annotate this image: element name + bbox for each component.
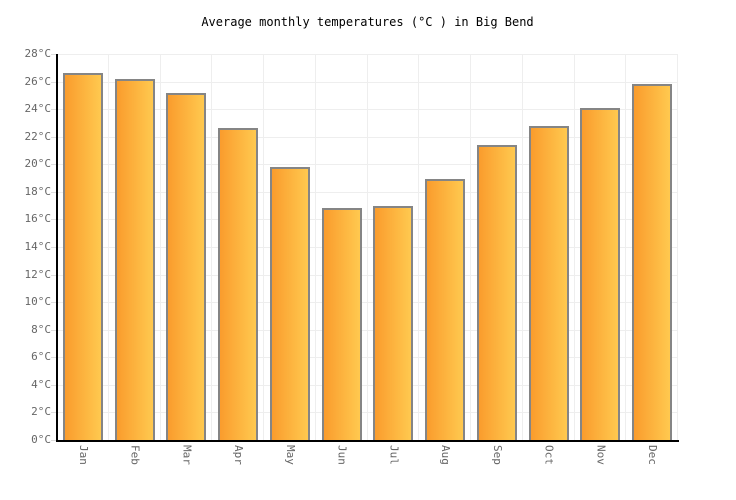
x-tick-label: Sep — [490, 445, 504, 465]
bar-may — [269, 167, 310, 440]
y-axis-line — [56, 54, 58, 442]
y-tick-mark — [51, 219, 56, 221]
gridline-horizontal — [57, 302, 678, 304]
y-tick-mark — [51, 54, 56, 55]
x-tick-label-wrap: Jun — [332, 445, 352, 465]
gridline-horizontal — [57, 274, 678, 276]
x-tick-label: Mar — [180, 445, 194, 465]
gridline-vertical — [107, 54, 109, 440]
y-tick-label: 22°C — [24, 129, 52, 143]
gridline-horizontal — [57, 357, 678, 359]
x-tick-label: Jul — [387, 445, 401, 465]
y-tick-mark — [51, 109, 56, 111]
x-tick-label-wrap: Dec — [642, 445, 662, 465]
gridline-horizontal — [57, 219, 678, 221]
x-tick-label-wrap: Aug — [435, 445, 455, 465]
y-tick-label: 4°C — [31, 377, 51, 391]
y-tick-mark — [51, 384, 56, 386]
gridline-vertical — [159, 54, 161, 440]
gridline-vertical — [573, 54, 575, 440]
gridline-horizontal — [57, 329, 678, 331]
chart-title: Average monthly temperatures (°C ) in Bi… — [201, 15, 534, 29]
bar-sep — [476, 144, 517, 440]
bar-nov — [580, 107, 621, 440]
gridline-horizontal — [57, 384, 678, 386]
x-tick-label-wrap: May — [280, 445, 300, 465]
x-tick-label: Jan — [76, 445, 90, 465]
gridline-horizontal — [57, 412, 678, 414]
y-tick-label: 2°C — [31, 405, 51, 419]
y-tick-label: 12°C — [24, 267, 52, 281]
x-tick-label-wrap: Jan — [73, 445, 93, 465]
y-tick-mark — [51, 81, 56, 83]
x-tick-label-wrap: Jul — [383, 445, 403, 465]
x-tick-label: Oct — [542, 445, 556, 465]
x-tick-label: May — [283, 445, 297, 465]
y-tick-label: 26°C — [24, 74, 52, 88]
y-tick-mark — [51, 357, 56, 359]
x-tick-label-wrap: Sep — [487, 445, 507, 465]
y-tick-mark — [51, 164, 56, 166]
gridline-horizontal — [57, 164, 678, 166]
x-tick-label: Aug — [439, 445, 453, 465]
y-tick-label: 8°C — [31, 322, 51, 336]
gridline-horizontal — [57, 247, 678, 248]
y-tick-mark — [51, 302, 56, 304]
bar-jan — [62, 73, 103, 440]
plot-area — [57, 54, 678, 440]
gridline-horizontal — [57, 191, 678, 193]
y-tick-label: 24°C — [24, 102, 52, 116]
bar-mar — [166, 92, 207, 440]
y-tick-label: 20°C — [24, 157, 52, 171]
bar-apr — [218, 128, 259, 440]
y-tick-label: 6°C — [31, 350, 51, 364]
y-tick-mark — [51, 247, 56, 248]
x-tick-label-wrap: Apr — [228, 445, 248, 465]
x-tick-label: Apr — [232, 445, 246, 465]
y-tick-label: 18°C — [24, 184, 52, 198]
bar-aug — [425, 179, 466, 440]
bar-dec — [632, 84, 673, 440]
gridline-horizontal — [57, 136, 678, 138]
y-tick-mark — [51, 329, 56, 331]
bar-feb — [114, 78, 155, 440]
gridline-horizontal — [57, 81, 678, 83]
x-tick-label: Feb — [128, 445, 142, 465]
gridline-vertical — [366, 54, 368, 440]
gridline-horizontal — [57, 54, 678, 55]
gridline-vertical — [263, 54, 264, 440]
x-tick-label-wrap: Feb — [125, 445, 145, 465]
bar-jul — [373, 205, 414, 440]
y-tick-mark — [51, 136, 56, 138]
x-tick-label: Nov — [594, 445, 608, 465]
x-tick-label: Dec — [646, 445, 660, 465]
gridline-vertical — [211, 54, 213, 440]
gridline-vertical — [521, 54, 523, 440]
gridline-vertical — [470, 54, 471, 440]
gridline-vertical — [677, 54, 678, 440]
y-tick-label: 10°C — [24, 295, 52, 309]
y-tick-mark — [51, 412, 56, 414]
y-tick-mark — [51, 274, 56, 276]
bar-oct — [528, 125, 569, 440]
x-tick-label-wrap: Nov — [590, 445, 610, 465]
x-axis-line — [56, 440, 679, 442]
bar-jun — [321, 208, 362, 440]
x-tick-label-wrap: Oct — [539, 445, 559, 465]
gridline-vertical — [625, 54, 627, 440]
x-tick-label-wrap: Mar — [176, 445, 196, 465]
gridline-vertical — [314, 54, 316, 440]
gridline-vertical — [418, 54, 420, 440]
y-tick-mark — [51, 191, 56, 193]
y-tick-label: 14°C — [24, 240, 52, 253]
y-tick-label: 28°C — [24, 47, 52, 60]
gridline-horizontal — [57, 109, 678, 111]
y-tick-mark — [51, 440, 56, 441]
x-tick-label: Jun — [335, 445, 349, 465]
y-tick-label: 0°C — [31, 433, 51, 446]
y-tick-label: 16°C — [24, 212, 52, 226]
